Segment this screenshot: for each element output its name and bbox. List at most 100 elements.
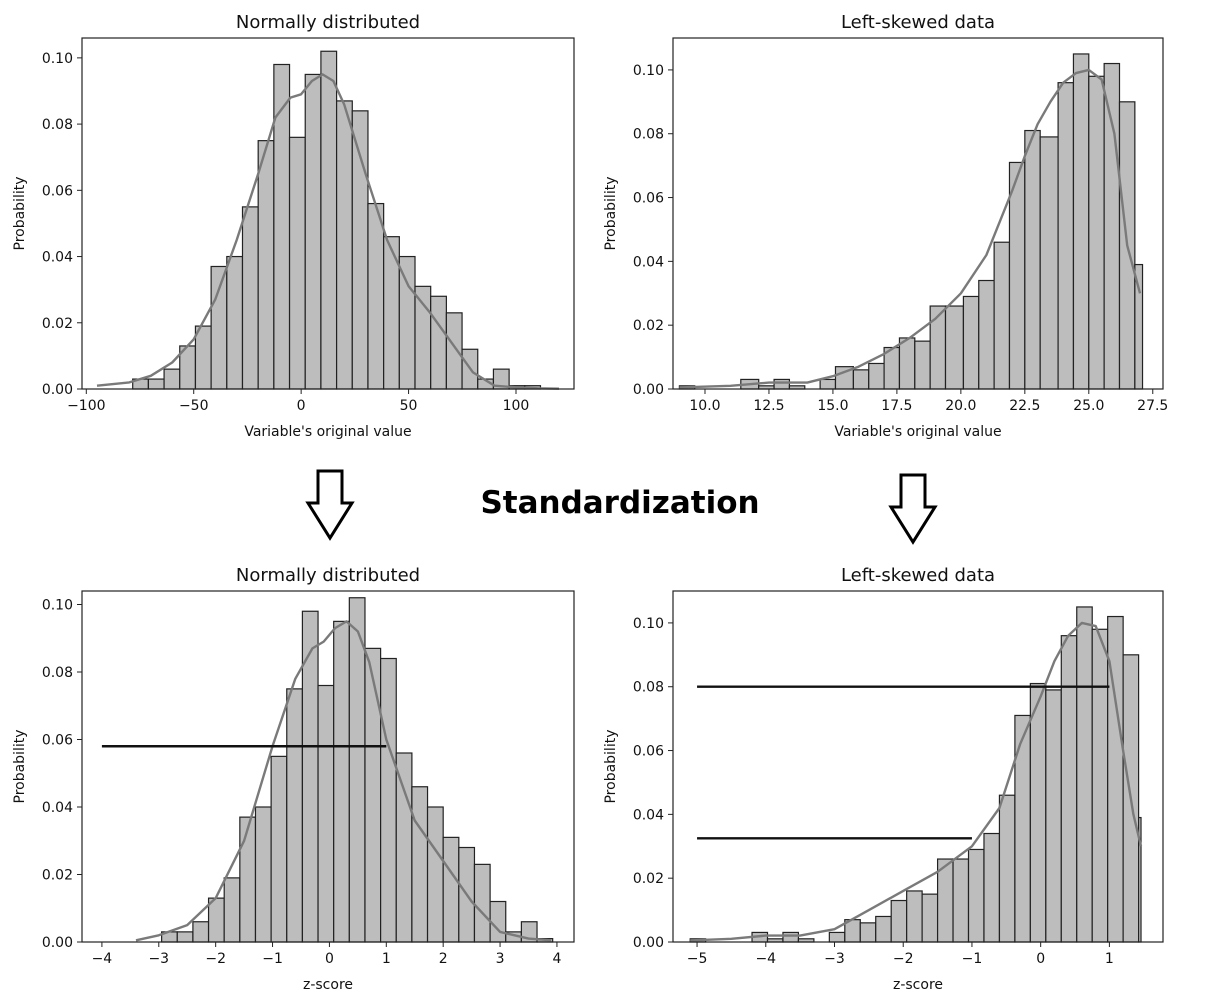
histogram-bar: [1029, 682, 1047, 943]
x-tick-label: −1: [262, 951, 283, 967]
histogram-bar: [207, 897, 225, 943]
histogram-bar: [1008, 161, 1026, 390]
x-tick-label: 27.5: [1137, 398, 1168, 414]
y-tick-label: 0.04: [42, 250, 73, 266]
histogram-bar: [273, 63, 291, 390]
histogram-bar: [380, 657, 397, 943]
y-tick-label: 0.04: [633, 807, 664, 823]
histogram-bar: [333, 620, 350, 943]
histogram-bar: [782, 931, 800, 943]
x-tick-label: 0: [1036, 951, 1045, 967]
y-tick-label: 0.00: [42, 382, 73, 398]
x-tick-label: −2: [205, 951, 226, 967]
histogram-bar: [395, 752, 413, 943]
left-down-arrow-icon: [305, 469, 355, 541]
histogram-bar: [983, 832, 1001, 943]
y-tick-label: 0.10: [42, 51, 73, 67]
chart-panels: −100 −50 0 50 1000.000.020.040.060.080.10Nor…: [12, 12, 1168, 993]
x-axis-label: Variable's original value: [834, 424, 1001, 440]
x-tick-label: 20.0: [945, 398, 976, 414]
x-tick-label: 25.0: [1073, 398, 1104, 414]
histogram-bar: [819, 378, 837, 390]
x-tick-label: 50: [400, 398, 418, 414]
histogram-bar: [993, 241, 1011, 390]
histogram-bar: [914, 340, 931, 390]
histogram-bar: [223, 877, 241, 943]
histogram-bar: [304, 73, 322, 390]
histogram-bar: [411, 786, 429, 943]
histogram-bar: [906, 890, 923, 943]
histogram-bar: [1045, 689, 1062, 943]
chart-panel-1: −100 −50 0 50 100 0.00 0.02 0.04 0.06 0.08 0.10 Nor…: [12, 12, 575, 440]
histogram-bar: [192, 921, 210, 943]
histogram-bar: [868, 362, 885, 390]
axes-frame: [672, 590, 1164, 943]
histogram-bar: [426, 806, 444, 943]
histogram-bar: [952, 858, 970, 943]
histogram-bar: [257, 140, 275, 390]
y-tick-label: 0.10: [633, 63, 664, 79]
histogram-bar: [288, 136, 306, 390]
histogram-bar: [1039, 136, 1059, 390]
y-tick-label: 0.06: [42, 183, 73, 199]
histogram-bar: [430, 295, 447, 390]
y-tick-label: 0.04: [633, 254, 664, 270]
axes-frame: [672, 37, 1164, 390]
histogram-bar: [210, 265, 228, 390]
y-axis-label: Probability: [603, 729, 619, 803]
histogram-bar: [367, 202, 385, 390]
histogram-bar: [859, 922, 877, 943]
histogram-bar: [489, 900, 507, 943]
histogram-bar: [828, 931, 846, 943]
y-tick-label: 0.02: [42, 868, 73, 884]
histogram-bar: [998, 794, 1016, 943]
chart-title: Left-skewed data: [841, 12, 995, 33]
x-tick-label: −5: [687, 951, 708, 967]
x-tick-label: 12.5: [753, 398, 784, 414]
histogram-bar: [239, 816, 257, 943]
histogram-bar: [1024, 129, 1041, 390]
histogram-bar: [335, 100, 353, 390]
histogram-bar: [852, 369, 870, 390]
x-tick-label: 15.0: [817, 398, 848, 414]
y-tick-label: 0.06: [633, 191, 664, 207]
x-tick-label: 1: [382, 951, 391, 967]
histogram-bar: [978, 279, 995, 390]
right-down-arrow-icon: [888, 473, 938, 545]
histogram-bar: [944, 305, 965, 390]
histogram-bar: [1076, 606, 1093, 943]
histogram-bar: [967, 848, 985, 943]
chart-title: Normally distributed: [236, 12, 420, 33]
y-tick-label: 0.00: [42, 935, 73, 951]
histogram-bar: [1060, 635, 1078, 943]
y-tick-label: 0.08: [633, 127, 664, 143]
histogram-bar: [875, 915, 892, 943]
histogram-bar: [442, 836, 460, 943]
histogram-bar: [929, 305, 947, 390]
histogram-bar: [147, 378, 165, 390]
y-tick-label: 0.04: [42, 800, 73, 816]
x-tick-label: −4: [755, 951, 776, 967]
histogram-bar: [445, 312, 463, 390]
y-tick-label: 0.06: [42, 733, 73, 749]
histogram-bar: [398, 255, 416, 390]
histogram-bar: [414, 285, 432, 390]
x-tick-label: 0: [325, 951, 334, 967]
x-tick-label: 4: [552, 951, 561, 967]
x-axis-label: Variable's original value: [244, 424, 411, 440]
chart-panel-3: −4 −3 −2 −1 0 1 2 3 4 0.00 0.02 0.04 0.06 0.08 0.10 Nor…: [12, 565, 575, 993]
histogram-bar: [1134, 263, 1144, 390]
axes-frame: [81, 37, 575, 390]
histogram-bar: [1103, 62, 1121, 390]
histogram-bar: [176, 931, 194, 943]
histogram-bar: [320, 50, 338, 390]
histogram-bar: [921, 893, 939, 943]
y-tick-label: 0.02: [42, 316, 73, 332]
y-axis-label: Probability: [12, 176, 28, 250]
x-tick-label: −1: [962, 951, 983, 967]
y-tick-label: 0.02: [633, 871, 664, 887]
histogram-bar: [1057, 82, 1075, 390]
x-axis-label: z-score: [893, 977, 943, 993]
y-axis-label: Probability: [603, 176, 619, 250]
x-tick-label: −100: [67, 398, 105, 414]
